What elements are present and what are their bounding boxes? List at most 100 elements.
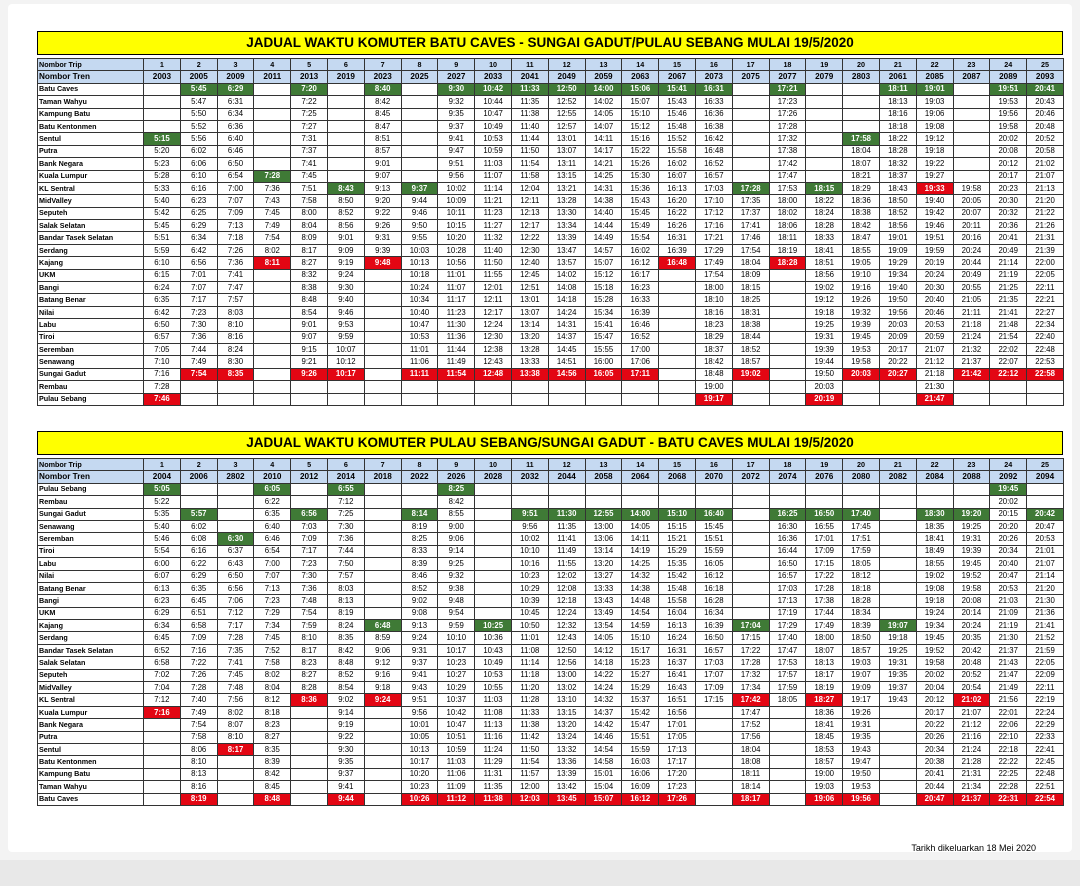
time-cell: 10:10 [510, 544, 549, 559]
time-cell: 21:07 [1026, 169, 1064, 183]
station-row: Batu Kentonmen 8:10 8:39 9:35 10:17 11:03 11:2… [37, 755, 1064, 769]
time-cell: 21:48 [989, 318, 1028, 332]
time-cell: 8:25 [437, 482, 476, 497]
station-row: Bangi 6:24 7:07 7:47 8:38 9:30 10:24 11:07 12:01… [37, 281, 1064, 295]
time-cell: 20:15 [989, 507, 1028, 521]
time-cell: 20:40 [915, 293, 954, 307]
time-cell [878, 780, 917, 794]
time-cell [768, 482, 807, 497]
time-cell: 17:59 [768, 681, 807, 695]
time-cell: 21:25 [989, 281, 1028, 295]
time-cell: 15:29 [658, 544, 696, 559]
time-cell [363, 318, 402, 332]
time-cell: 16:05 [584, 367, 623, 382]
time-cell: 17:40 [768, 631, 807, 645]
time-cell: 11:35 [510, 95, 549, 109]
time-cell [878, 718, 917, 732]
time-cell [143, 792, 181, 806]
time-cell: 8:27 [290, 668, 328, 683]
time-cell [952, 132, 991, 146]
time-cell [253, 355, 292, 369]
station-name: Seremban [37, 342, 144, 357]
time-cell: 16:17 [621, 268, 660, 283]
time-cell: 21:31 [952, 767, 991, 782]
time-cell: 17:47 [768, 643, 807, 658]
time-cell [731, 132, 770, 146]
time-cell: 14:24 [584, 681, 623, 695]
time-cell: 20:44 [915, 780, 954, 794]
time-cell: 8:23 [253, 718, 292, 732]
time-cell [1026, 392, 1064, 406]
time-cell [290, 742, 328, 757]
time-cell: 17:19 [768, 606, 807, 621]
station-name: Bank Negara [37, 157, 144, 171]
time-cell: 19:07 [842, 668, 880, 683]
time-cell: 18:12 [842, 569, 880, 583]
train-number: 2087 [952, 70, 991, 84]
time-cell: 19:07 [878, 619, 917, 633]
time-cell: 16:50 [805, 507, 844, 521]
time-cell [400, 157, 439, 171]
time-cell: 9:13 [363, 181, 402, 196]
time-cell: 7:49 [179, 705, 218, 720]
time-cell: 13:20 [510, 330, 549, 345]
trip-number: 10 [474, 57, 512, 72]
time-cell: 18:42 [842, 219, 880, 233]
time-cell: 13:57 [547, 256, 586, 270]
time-cell: 6:54 [216, 169, 255, 183]
time-cell: 9:13 [400, 619, 439, 633]
time-cell: 19:10 [842, 268, 880, 283]
station-name: Bangi [37, 281, 144, 295]
time-cell: 9:37 [437, 119, 476, 134]
time-cell: 16:38 [694, 119, 733, 134]
time-cell: 19:35 [842, 730, 880, 745]
station-name: KL Sentral [37, 181, 144, 196]
time-cell: 19:31 [878, 656, 917, 670]
time-cell: 18:43 [878, 181, 917, 196]
time-cell: 13:38 [510, 367, 549, 382]
trip-number: 2 [179, 57, 218, 72]
time-cell: 17:22 [731, 643, 770, 658]
time-cell [878, 532, 917, 546]
time-cell: 22:45 [1026, 755, 1064, 769]
time-cell: 8:45 [253, 780, 292, 794]
time-cell: 21:11 [952, 305, 991, 320]
time-cell: 19:20 [952, 507, 991, 521]
time-cell: 21:12 [915, 355, 954, 369]
time-cell: 22:33 [1026, 730, 1064, 745]
time-cell: 11:14 [510, 656, 549, 670]
time-cell: 7:45 [253, 631, 292, 645]
time-cell: 15:17 [621, 643, 660, 658]
time-cell [363, 380, 402, 394]
time-cell: 7:59 [290, 619, 328, 633]
time-cell: 7:25 [290, 107, 328, 121]
time-cell: 12:30 [510, 243, 549, 258]
time-cell [694, 792, 733, 806]
time-cell: 9:59 [326, 330, 365, 345]
station-row: KL Sentral 5:33 6:16 7:00 7:36 7:51 8:43 9:13 9:… [37, 181, 1064, 196]
train-number: 2085 [915, 70, 954, 84]
time-cell [253, 119, 292, 134]
time-cell: 13:02 [547, 681, 586, 695]
time-cell [253, 281, 292, 295]
time-cell: 19:45 [989, 482, 1028, 497]
time-cell: 17:21 [694, 231, 733, 245]
time-cell: 15:27 [621, 668, 660, 683]
time-cell: 8:23 [290, 656, 328, 670]
time-cell: 10:02 [510, 532, 549, 546]
time-cell [290, 780, 328, 794]
time-cell: 13:15 [547, 705, 586, 720]
time-cell: 7:58 [253, 656, 292, 670]
time-cell: 11:29 [474, 755, 512, 769]
time-cell: 8:24 [216, 342, 255, 357]
time-cell: 19:45 [952, 557, 991, 571]
time-cell: 8:07 [216, 718, 255, 732]
time-cell: 7:30 [179, 318, 218, 332]
station-name: Labu [37, 318, 144, 332]
time-cell: 22:48 [1026, 342, 1064, 357]
time-cell: 9:50 [400, 219, 439, 233]
time-cell [658, 293, 696, 307]
time-cell: 9:15 [290, 342, 328, 357]
time-cell [326, 132, 365, 146]
train-number: 2088 [952, 470, 991, 484]
